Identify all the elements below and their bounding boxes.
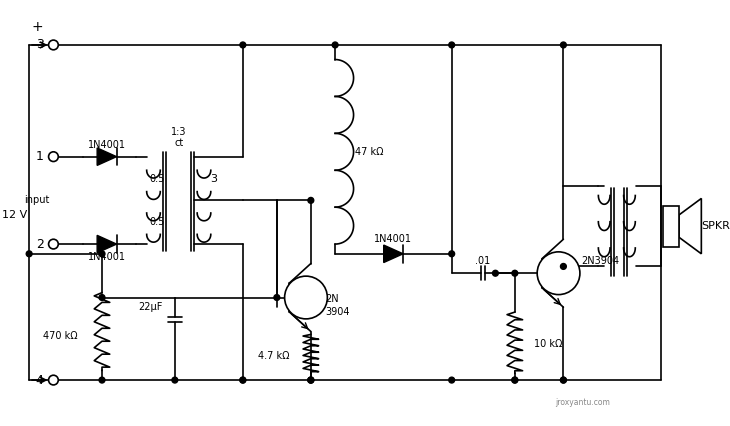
Text: +: + xyxy=(31,20,43,35)
Polygon shape xyxy=(384,245,403,262)
Text: 2N: 2N xyxy=(326,294,339,305)
Circle shape xyxy=(49,375,58,385)
Circle shape xyxy=(49,239,58,249)
Text: 4: 4 xyxy=(36,374,44,386)
Circle shape xyxy=(449,251,455,257)
Circle shape xyxy=(308,198,314,203)
Text: .01: .01 xyxy=(475,256,491,265)
Circle shape xyxy=(308,377,314,383)
Circle shape xyxy=(172,377,178,383)
Text: 22μF: 22μF xyxy=(139,302,163,312)
Circle shape xyxy=(512,377,518,383)
Text: 1N4001: 1N4001 xyxy=(374,234,412,244)
Text: 1:3: 1:3 xyxy=(171,127,186,137)
Circle shape xyxy=(561,42,566,48)
Circle shape xyxy=(49,152,58,161)
Text: 1N4001: 1N4001 xyxy=(88,252,126,262)
Circle shape xyxy=(240,42,246,48)
Circle shape xyxy=(561,264,566,269)
Text: 1: 1 xyxy=(36,150,44,163)
Bar xyxy=(664,206,679,247)
Circle shape xyxy=(332,42,338,48)
Text: 2: 2 xyxy=(36,238,44,250)
Text: 1N4001: 1N4001 xyxy=(88,140,126,150)
Circle shape xyxy=(308,377,314,383)
Circle shape xyxy=(99,251,105,257)
Circle shape xyxy=(512,271,518,276)
Text: 12 V: 12 V xyxy=(2,210,27,220)
Text: 3: 3 xyxy=(210,174,218,184)
Text: 2N3904: 2N3904 xyxy=(581,256,619,265)
Circle shape xyxy=(537,252,580,295)
Circle shape xyxy=(49,40,58,50)
Text: 47 kΩ: 47 kΩ xyxy=(355,147,383,157)
Text: ct: ct xyxy=(174,138,183,148)
Circle shape xyxy=(449,42,455,48)
Circle shape xyxy=(99,295,105,300)
Circle shape xyxy=(512,377,518,383)
Text: 3904: 3904 xyxy=(326,307,350,317)
Polygon shape xyxy=(97,148,117,165)
Circle shape xyxy=(99,377,105,383)
Text: jroxyantu.com: jroxyantu.com xyxy=(556,398,610,407)
Text: input: input xyxy=(24,196,50,205)
Circle shape xyxy=(240,377,246,383)
Text: 4.7 kΩ: 4.7 kΩ xyxy=(258,351,290,361)
Circle shape xyxy=(493,271,499,276)
Circle shape xyxy=(561,377,566,383)
Circle shape xyxy=(26,251,32,257)
Circle shape xyxy=(561,377,566,383)
Polygon shape xyxy=(679,199,702,254)
Text: 0.5: 0.5 xyxy=(150,174,165,184)
Polygon shape xyxy=(97,235,117,253)
Circle shape xyxy=(449,377,455,383)
Circle shape xyxy=(240,377,246,383)
Circle shape xyxy=(274,295,280,300)
Text: 0.5: 0.5 xyxy=(150,217,165,227)
Text: 3: 3 xyxy=(36,38,44,52)
Circle shape xyxy=(308,377,314,383)
Circle shape xyxy=(285,276,327,319)
Text: 470 kΩ: 470 kΩ xyxy=(43,331,77,341)
Text: SPKR: SPKR xyxy=(702,221,730,230)
Text: 10 kΩ: 10 kΩ xyxy=(534,339,563,349)
